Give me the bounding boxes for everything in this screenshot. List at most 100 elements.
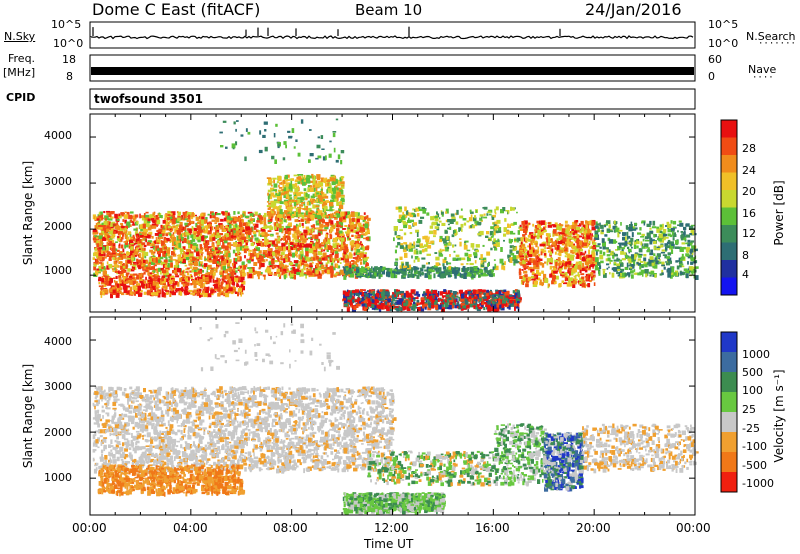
heatmap-cell xyxy=(291,214,296,216)
heatmap-cell xyxy=(115,293,120,298)
heatmap-cell xyxy=(426,270,429,276)
heatmap-cell xyxy=(193,283,197,289)
heatmap-cell xyxy=(222,275,227,280)
heatmap-cell xyxy=(118,261,123,264)
heatmap-cell xyxy=(395,258,399,261)
heatmap-cell xyxy=(447,305,452,309)
heatmap-cell xyxy=(479,298,482,301)
heatmap-cell xyxy=(334,251,339,254)
heatmap-cell xyxy=(190,257,192,260)
heatmap-cell xyxy=(238,217,241,223)
heatmap-cell xyxy=(163,274,168,278)
heatmap-cell xyxy=(448,265,451,270)
heatmap-cell xyxy=(312,246,316,250)
heatmap-cell xyxy=(269,255,273,259)
heatmap-cell xyxy=(250,253,255,257)
heatmap-cell xyxy=(116,253,120,256)
heatmap-cell xyxy=(442,258,447,263)
heatmap-cell xyxy=(185,257,190,261)
heatmap-cell xyxy=(488,209,493,213)
heatmap-cell xyxy=(498,300,501,305)
heatmap-cell xyxy=(288,222,292,226)
heatmap-cell xyxy=(275,206,279,210)
heatmap-cell xyxy=(250,242,254,247)
heatmap-cell xyxy=(458,228,461,232)
heatmap-cell xyxy=(163,246,167,250)
heatmap-cell xyxy=(143,291,147,295)
heatmap-cell xyxy=(345,262,350,268)
heatmap-cell xyxy=(497,238,500,241)
heatmap-cell xyxy=(454,232,458,235)
heatmap-cell xyxy=(377,304,382,309)
heatmap-cell xyxy=(437,297,440,302)
heatmap-cell xyxy=(496,303,499,308)
heatmap-cell xyxy=(163,218,169,221)
heatmap-cell xyxy=(476,289,479,294)
heatmap-cell xyxy=(220,292,224,296)
heatmap-cell xyxy=(303,229,308,233)
heatmap-cell xyxy=(104,232,107,236)
heatmap-cell xyxy=(216,225,220,230)
heatmap-cell xyxy=(412,208,415,211)
heatmap-cell xyxy=(268,242,273,246)
heatmap-cell xyxy=(181,226,187,231)
heatmap-cell xyxy=(292,266,296,272)
heatmap-cell xyxy=(470,225,473,228)
heatmap-cell xyxy=(347,227,350,230)
heatmap-cell xyxy=(274,238,278,242)
heatmap-cell xyxy=(151,235,154,239)
heatmap-cell xyxy=(329,230,332,234)
heatmap-cell xyxy=(158,254,161,259)
heatmap-cell xyxy=(319,273,323,276)
heatmap-cell xyxy=(250,259,254,262)
heatmap-cell xyxy=(303,244,307,248)
freq-panel xyxy=(89,54,696,82)
heatmap-cell xyxy=(336,231,340,235)
heatmap-cell xyxy=(237,238,241,241)
heatmap-cell xyxy=(219,233,223,236)
heatmap-cell xyxy=(167,282,171,287)
heatmap-cell xyxy=(476,304,480,307)
heatmap-cell xyxy=(312,187,316,192)
heatmap-cell xyxy=(512,290,516,294)
heatmap-cell xyxy=(491,294,495,299)
heatmap-cell xyxy=(134,241,139,245)
heatmap-cell xyxy=(315,205,320,208)
heatmap-cell xyxy=(233,263,236,269)
heatmap-cell xyxy=(434,226,439,229)
heatmap-cell xyxy=(139,253,141,258)
heatmap-cell xyxy=(276,265,280,267)
heatmap-cell xyxy=(455,267,459,270)
heatmap-cell xyxy=(314,183,320,188)
heatmap-cell xyxy=(262,274,266,277)
heatmap-cell xyxy=(175,267,178,272)
heatmap-cell xyxy=(463,305,467,308)
heatmap-cell xyxy=(212,289,215,292)
heatmap-cell xyxy=(153,248,156,251)
heatmap-cell xyxy=(452,257,457,261)
heatmap-cell xyxy=(136,258,139,262)
heatmap-cell xyxy=(111,286,116,291)
heatmap-cell xyxy=(313,256,317,261)
heatmap-cell xyxy=(305,226,310,230)
heatmap-cell xyxy=(434,252,438,254)
heatmap-cell xyxy=(294,196,298,200)
heatmap-cell xyxy=(112,270,115,272)
heatmap-cell xyxy=(307,216,312,221)
heatmap-cell xyxy=(133,249,137,253)
heatmap-cell xyxy=(389,304,393,308)
heatmap-cell xyxy=(299,251,304,255)
heatmap-cell xyxy=(158,212,161,215)
heatmap-cell xyxy=(235,128,237,132)
heatmap-cell xyxy=(283,219,287,223)
heatmap-cell xyxy=(326,209,330,212)
heatmap-cell xyxy=(351,290,356,294)
heatmap-cell xyxy=(134,216,137,220)
heatmap-cell xyxy=(220,274,223,278)
heatmap-cell xyxy=(394,290,396,294)
heatmap-cell xyxy=(106,245,109,251)
heatmap-cell xyxy=(217,247,222,250)
heatmap-cell xyxy=(213,280,217,284)
heatmap-cell xyxy=(116,219,120,221)
heatmap-cell xyxy=(294,219,299,223)
